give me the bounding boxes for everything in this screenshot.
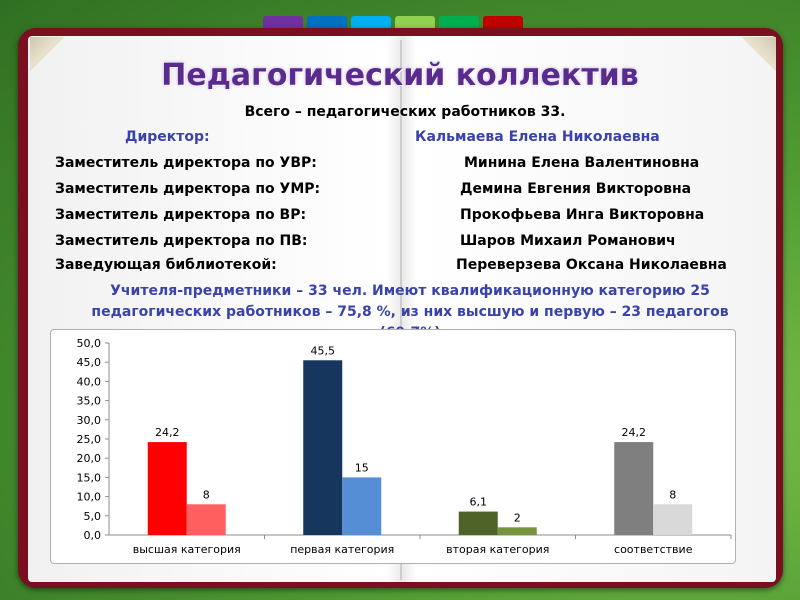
data-label: 15 bbox=[355, 461, 369, 474]
data-label: 45,5 bbox=[311, 344, 336, 357]
data-label: 2 bbox=[514, 511, 521, 524]
x-tick-label: вторая категория bbox=[446, 543, 549, 556]
staff-role: Заместитель директора по УВР: bbox=[55, 155, 317, 171]
y-tick-label: 10,0 bbox=[77, 491, 102, 504]
bar bbox=[497, 527, 537, 535]
bar bbox=[147, 442, 187, 535]
staff-role: Заместитель директора по ВР: bbox=[55, 207, 307, 223]
page-curl-top-right bbox=[740, 37, 776, 77]
bar bbox=[653, 504, 693, 535]
data-label: 8 bbox=[203, 488, 210, 501]
data-label: 24,2 bbox=[155, 426, 180, 439]
y-tick-label: 20,0 bbox=[77, 452, 102, 465]
y-tick-label: 35,0 bbox=[77, 395, 102, 408]
qualification-chart: 0,0 5,0 10,0 15,0 20,0 25,0 30,0 35,0 40,0 45,0 50… bbox=[77, 337, 732, 556]
page-curl-top-left bbox=[30, 37, 66, 77]
staff-name: Демина Евгения Викторовна bbox=[460, 181, 692, 197]
chart-container: 0,0 5,0 10,0 15,0 20,0 25,0 30,0 35,0 40,0 45,0 50… bbox=[50, 329, 736, 564]
total-staff: Всего – педагогических работников 33. bbox=[244, 104, 566, 120]
page-spine bbox=[400, 40, 402, 580]
bar bbox=[186, 504, 226, 535]
staff-role: Заместитель директора по ПВ: bbox=[55, 233, 308, 249]
data-label: 8 bbox=[669, 488, 676, 501]
bar bbox=[458, 511, 498, 535]
bar bbox=[342, 477, 382, 535]
staff-name: Прокофьева Инга Викторовна bbox=[460, 207, 705, 223]
y-tick-label: 0,0 bbox=[84, 529, 102, 542]
teachers-summary: Учителя-предметники – 33 чел. Имеют квал… bbox=[91, 283, 729, 334]
x-tick-label: соответствие bbox=[614, 543, 693, 556]
staff-role: Заведующая библиотекой: bbox=[55, 257, 277, 273]
bar bbox=[303, 360, 343, 535]
staff-role: Директор: bbox=[125, 129, 210, 145]
y-tick-label: 30,0 bbox=[77, 414, 102, 427]
x-tick-label: высшая категория bbox=[133, 543, 241, 556]
data-label: 6,1 bbox=[470, 496, 488, 509]
x-tick-label: первая категория bbox=[290, 543, 394, 556]
y-tick-label: 50,0 bbox=[77, 337, 102, 350]
y-tick-label: 15,0 bbox=[77, 471, 102, 484]
staff-name: Минина Елена Валентиновна bbox=[464, 155, 700, 171]
y-tick-label: 5,0 bbox=[84, 510, 102, 523]
y-tick-label: 40,0 bbox=[77, 375, 102, 388]
y-tick-label: 25,0 bbox=[77, 433, 102, 446]
staff-name: Шаров Михаил Романович bbox=[460, 233, 676, 249]
staff-name: Кальмаева Елена Николаевна bbox=[415, 129, 660, 145]
data-label: 24,2 bbox=[622, 426, 647, 439]
staff-role: Заместитель директора по УМР: bbox=[55, 181, 321, 197]
bar bbox=[614, 442, 654, 535]
y-tick-label: 45,0 bbox=[77, 356, 102, 369]
staff-name: Переверзева Оксана Николаевна bbox=[456, 257, 727, 273]
page-title: Педагогический коллектив bbox=[161, 58, 639, 93]
